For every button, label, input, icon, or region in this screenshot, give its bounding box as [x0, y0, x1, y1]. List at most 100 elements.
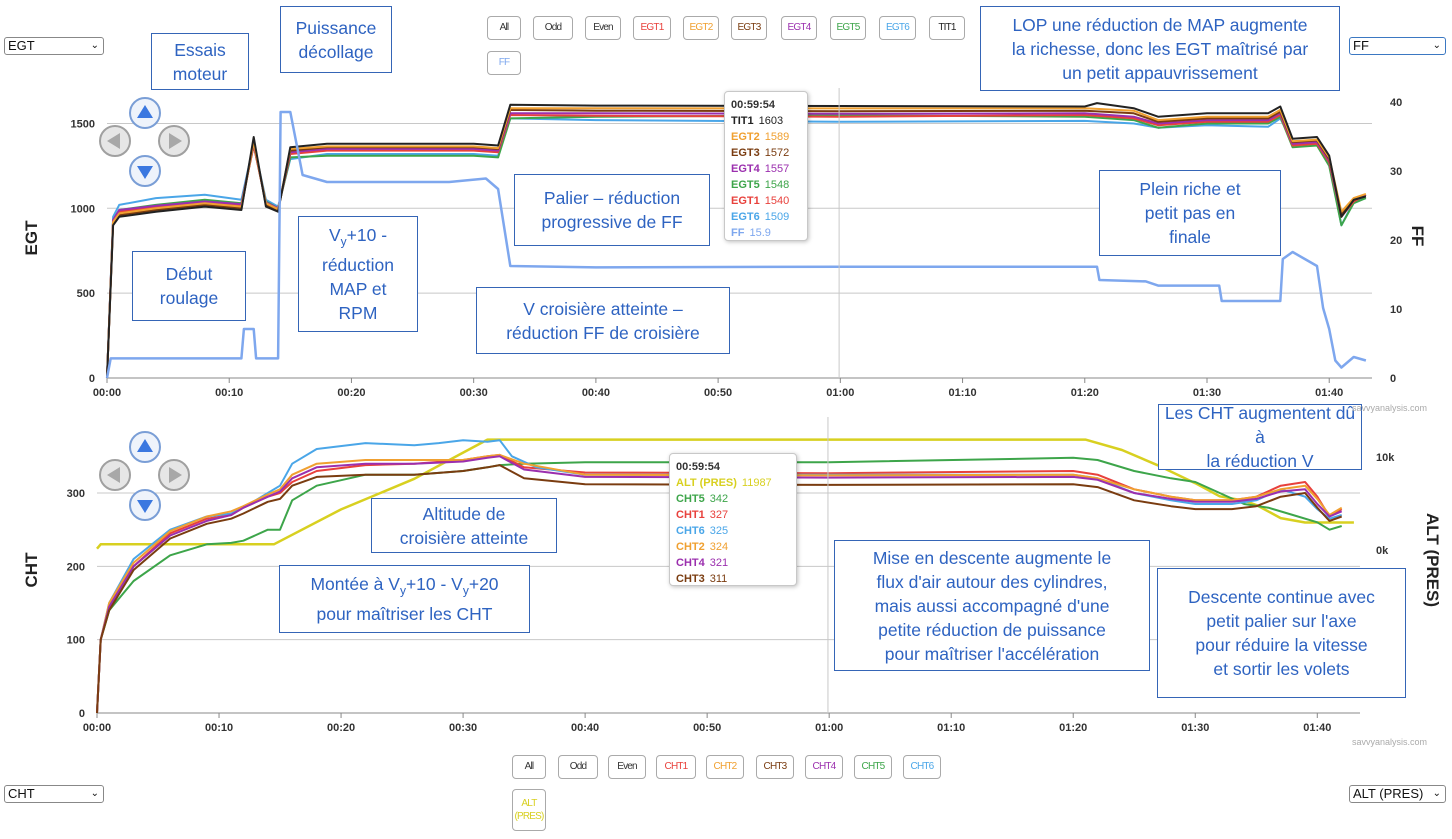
ff-select[interactable]: FF ⌄ [1349, 37, 1446, 55]
montee-text-b: +10 - V [405, 573, 463, 594]
tooltip-series-value: 1557 [764, 163, 790, 175]
x-tick-label: 00:00 [83, 722, 111, 734]
cht1-button[interactable]: CHT1 [656, 755, 696, 779]
x-tick-label: 00:40 [571, 722, 599, 734]
tooltip-row: EGT3 1572 [731, 145, 801, 161]
annotation-cht-augmentent: Les CHT augmentent dû à la réduction V [1158, 403, 1362, 471]
arrow-down-icon [137, 166, 153, 179]
pan-right-button-2[interactable] [158, 459, 190, 491]
arrow-up-icon [137, 105, 153, 118]
tooltip-time: 00:59:54 [676, 461, 721, 473]
tooltip-row: EGT5 1548 [731, 177, 801, 193]
annotation-v-croisiere: V croisière atteinte – réduction FF de c… [476, 287, 730, 354]
egt2-button[interactable]: EGT2 [683, 16, 719, 40]
annotation-vy-reduction: Vy+10 - réduction MAP et RPM [298, 216, 418, 332]
y-tick-label: 1500 [71, 118, 95, 130]
pan-up-button[interactable] [129, 97, 161, 129]
x-tick-label: 01:10 [948, 387, 976, 399]
tooltip-series-label: CHT3 [676, 573, 705, 585]
x-tick-label: 00:40 [582, 387, 610, 399]
bottom-odd-button[interactable]: Odd [558, 755, 598, 779]
alt-select[interactable]: ALT (PRES) ⌄ [1349, 785, 1446, 803]
annotation-altitude-croisiere: Altitude de croisière atteinte [371, 498, 557, 553]
y-tick-label: 500 [77, 288, 95, 300]
tooltip-row: CHT5 342 [676, 491, 790, 507]
tooltip-series-label: CHT5 [676, 493, 705, 505]
cht-chart[interactable]: 0 100 200 300 00:00 00:10 00:20 00:30 00:40 00:50… [22, 417, 1442, 734]
ff-button[interactable]: FF [487, 51, 521, 75]
y-tick-label: 0 [89, 373, 95, 385]
egt3-button[interactable]: EGT3 [731, 16, 767, 40]
y-axis-label: CHT [22, 552, 41, 588]
cht2-button[interactable]: CHT2 [706, 755, 744, 779]
tooltip-series-value: 321 [709, 557, 729, 569]
y2-tick-label: 10k [1376, 452, 1395, 464]
pan-up-button-2[interactable] [129, 431, 161, 463]
pan-down-button[interactable] [129, 155, 161, 187]
bottom-even-button[interactable]: Even [608, 755, 646, 779]
tooltip-row: CHT3 311 [676, 571, 790, 587]
vy-rest: +10 - réduction MAP et RPM [322, 224, 394, 324]
y2-tick-label: 0 [1390, 373, 1396, 385]
y2-tick-label: 20 [1390, 235, 1402, 247]
tooltip-series-label: EGT1 [731, 195, 760, 207]
bottom-all-button[interactable]: All [512, 755, 546, 779]
x-tick-label: 00:50 [693, 722, 721, 734]
x-tick-label: 00:20 [327, 722, 355, 734]
x-tick-label: 01:20 [1071, 387, 1099, 399]
tit1-button[interactable]: TIT1 [929, 16, 965, 40]
cht5-button[interactable]: CHT5 [854, 755, 892, 779]
x-tick-label: 01:40 [1315, 387, 1343, 399]
series-line-tit1 [106, 102, 1367, 379]
cht4-button[interactable]: CHT4 [805, 755, 843, 779]
series-line-egt5 [106, 114, 1367, 379]
ff-select-value: FF [1353, 38, 1369, 53]
watermark-bottom: savvyanalysis.com [1352, 737, 1428, 747]
y2-axis-label: ALT (PRES) [1423, 513, 1442, 607]
pan-left-button[interactable] [99, 125, 131, 157]
tooltip-row: EGT1 1540 [731, 193, 801, 209]
top-all-button[interactable]: All [487, 16, 521, 40]
series-line-cht3 [96, 464, 1343, 714]
pan-left-button-2[interactable] [99, 459, 131, 491]
series-line-cht2 [96, 453, 1343, 714]
montee-text-c: +20 [468, 573, 499, 594]
x-tick-label: 01:40 [1303, 722, 1331, 734]
montee-sub-2: y [462, 583, 469, 598]
annotation-plein-riche: Plein riche et petit pas en finale [1099, 170, 1281, 256]
tooltip-series-value: 1603 [758, 115, 784, 127]
alt-pres-button[interactable]: ALT (PRES) [512, 789, 546, 831]
top-even-button[interactable]: Even [585, 16, 621, 40]
y-tick-label: 100 [67, 635, 85, 647]
cht3-button[interactable]: CHT3 [756, 755, 794, 779]
y2-tick-label: 40 [1390, 97, 1402, 109]
pan-right-button[interactable] [158, 125, 190, 157]
egt1-button[interactable]: EGT1 [633, 16, 671, 40]
arrow-down-icon [137, 500, 153, 513]
chevron-down-icon: ⌄ [1432, 788, 1441, 799]
annotation-descente-continue: Descente continue avec petit palier sur … [1157, 568, 1406, 698]
series-line-cht4 [96, 455, 1343, 714]
tooltip-series-value: 11987 [741, 477, 772, 489]
x-tick-label: 01:30 [1181, 722, 1209, 734]
montee-sub-1: y [399, 583, 406, 598]
cht6-button[interactable]: CHT6 [903, 755, 941, 779]
tooltip-series-value: 1572 [764, 147, 790, 159]
egt-select[interactable]: EGT ⌄ [4, 37, 104, 55]
cht-select[interactable]: CHT ⌄ [4, 785, 104, 803]
annotation-puissance-decollage: Puissance décollage [280, 6, 392, 73]
y-tick-label: 200 [67, 561, 85, 573]
annotation-essais-moteur: Essais moteur [151, 33, 249, 90]
egt4-button[interactable]: EGT4 [781, 16, 817, 40]
pan-down-button-2[interactable] [129, 489, 161, 521]
tooltip-row: CHT1 327 [676, 507, 790, 523]
tooltip-row: EGT6 1509 [731, 209, 801, 225]
montee-text-line2: pour maîtriser les CHT [316, 604, 493, 625]
egt6-button[interactable]: EGT6 [879, 16, 916, 40]
top-odd-button[interactable]: Odd [533, 16, 573, 40]
y2-tick-label: 30 [1390, 166, 1402, 178]
watermark-top: savvyanalysis.com [1352, 403, 1428, 413]
egt5-button[interactable]: EGT5 [830, 16, 866, 40]
x-tick-label: 00:30 [449, 722, 477, 734]
tooltip-series-value: 1548 [764, 179, 790, 191]
